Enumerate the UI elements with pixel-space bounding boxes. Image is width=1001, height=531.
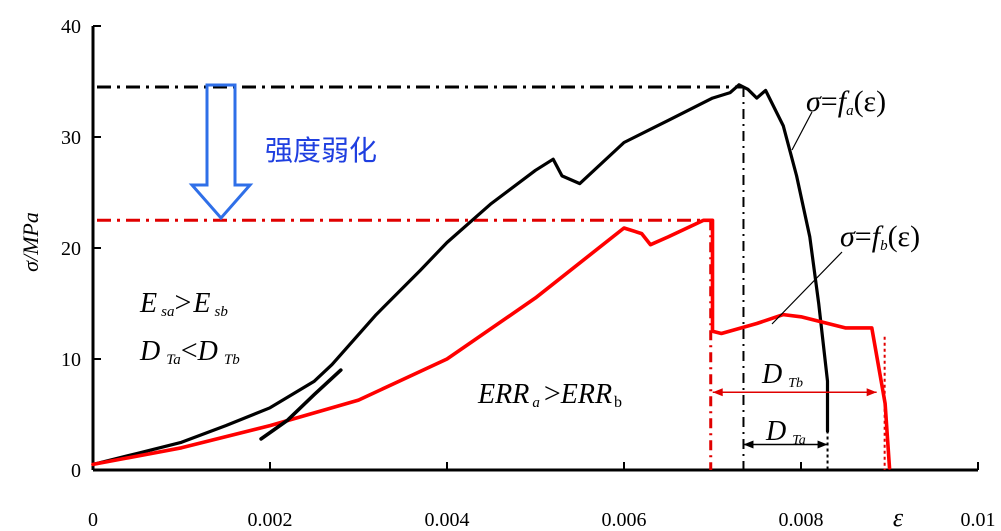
D-Ta-arrowhead-left: [743, 440, 754, 449]
D-Tb-arrowhead-right: [866, 388, 877, 397]
ERR-relation-label: ERR a >ERR b: [477, 377, 622, 411]
x-tick-label: 0.004: [425, 509, 470, 531]
series-layer: [91, 83, 892, 470]
y-tick-label: 10: [61, 349, 81, 371]
curve-b-leader-line: [771, 251, 843, 325]
curve-a-leader-line: [791, 111, 813, 151]
strength-weakening-label: 强度弱化: [265, 134, 377, 167]
x-tick-label: 0.01: [961, 509, 996, 531]
D-Tb-arrowhead-left: [712, 388, 723, 397]
D-Ta-arrowhead-right: [817, 440, 828, 449]
x-tick-label: 0.002: [248, 509, 293, 531]
D-Tb-label: D Tb: [761, 359, 803, 391]
D-relation-label: D Ta<D Tb: [139, 334, 240, 368]
y-tick-label: 0: [71, 460, 81, 482]
strength-weakening-arrow-icon: [188, 83, 254, 221]
x-tick-label: 0.008: [779, 509, 824, 531]
tick-labels: 0 10 20 30 40 0 0.002 0.004 0.006 0.008 0.01: [61, 16, 996, 531]
y-tick-label: 20: [61, 238, 81, 260]
y-tick-label: 40: [61, 16, 81, 38]
curve-a-label: σ=fa(ε): [806, 85, 886, 119]
curve-b-label: σ=fb(ε): [840, 220, 920, 254]
y-tick-label: 30: [61, 127, 81, 149]
series-line-branch: [259, 368, 343, 441]
annotation-layer: [188, 83, 877, 449]
reference-lines: [97, 85, 886, 470]
x-axis-label: ε: [893, 503, 904, 531]
grid-and-axes: [91, 25, 979, 472]
series-line-a: [91, 83, 830, 466]
y-axis-label: σ/MPa: [18, 212, 43, 272]
x-tick-label: 0.006: [602, 509, 647, 531]
D-Ta-label: D Ta: [765, 416, 806, 448]
x-tick-label: 0: [88, 509, 98, 531]
series-line-b: [91, 218, 892, 470]
